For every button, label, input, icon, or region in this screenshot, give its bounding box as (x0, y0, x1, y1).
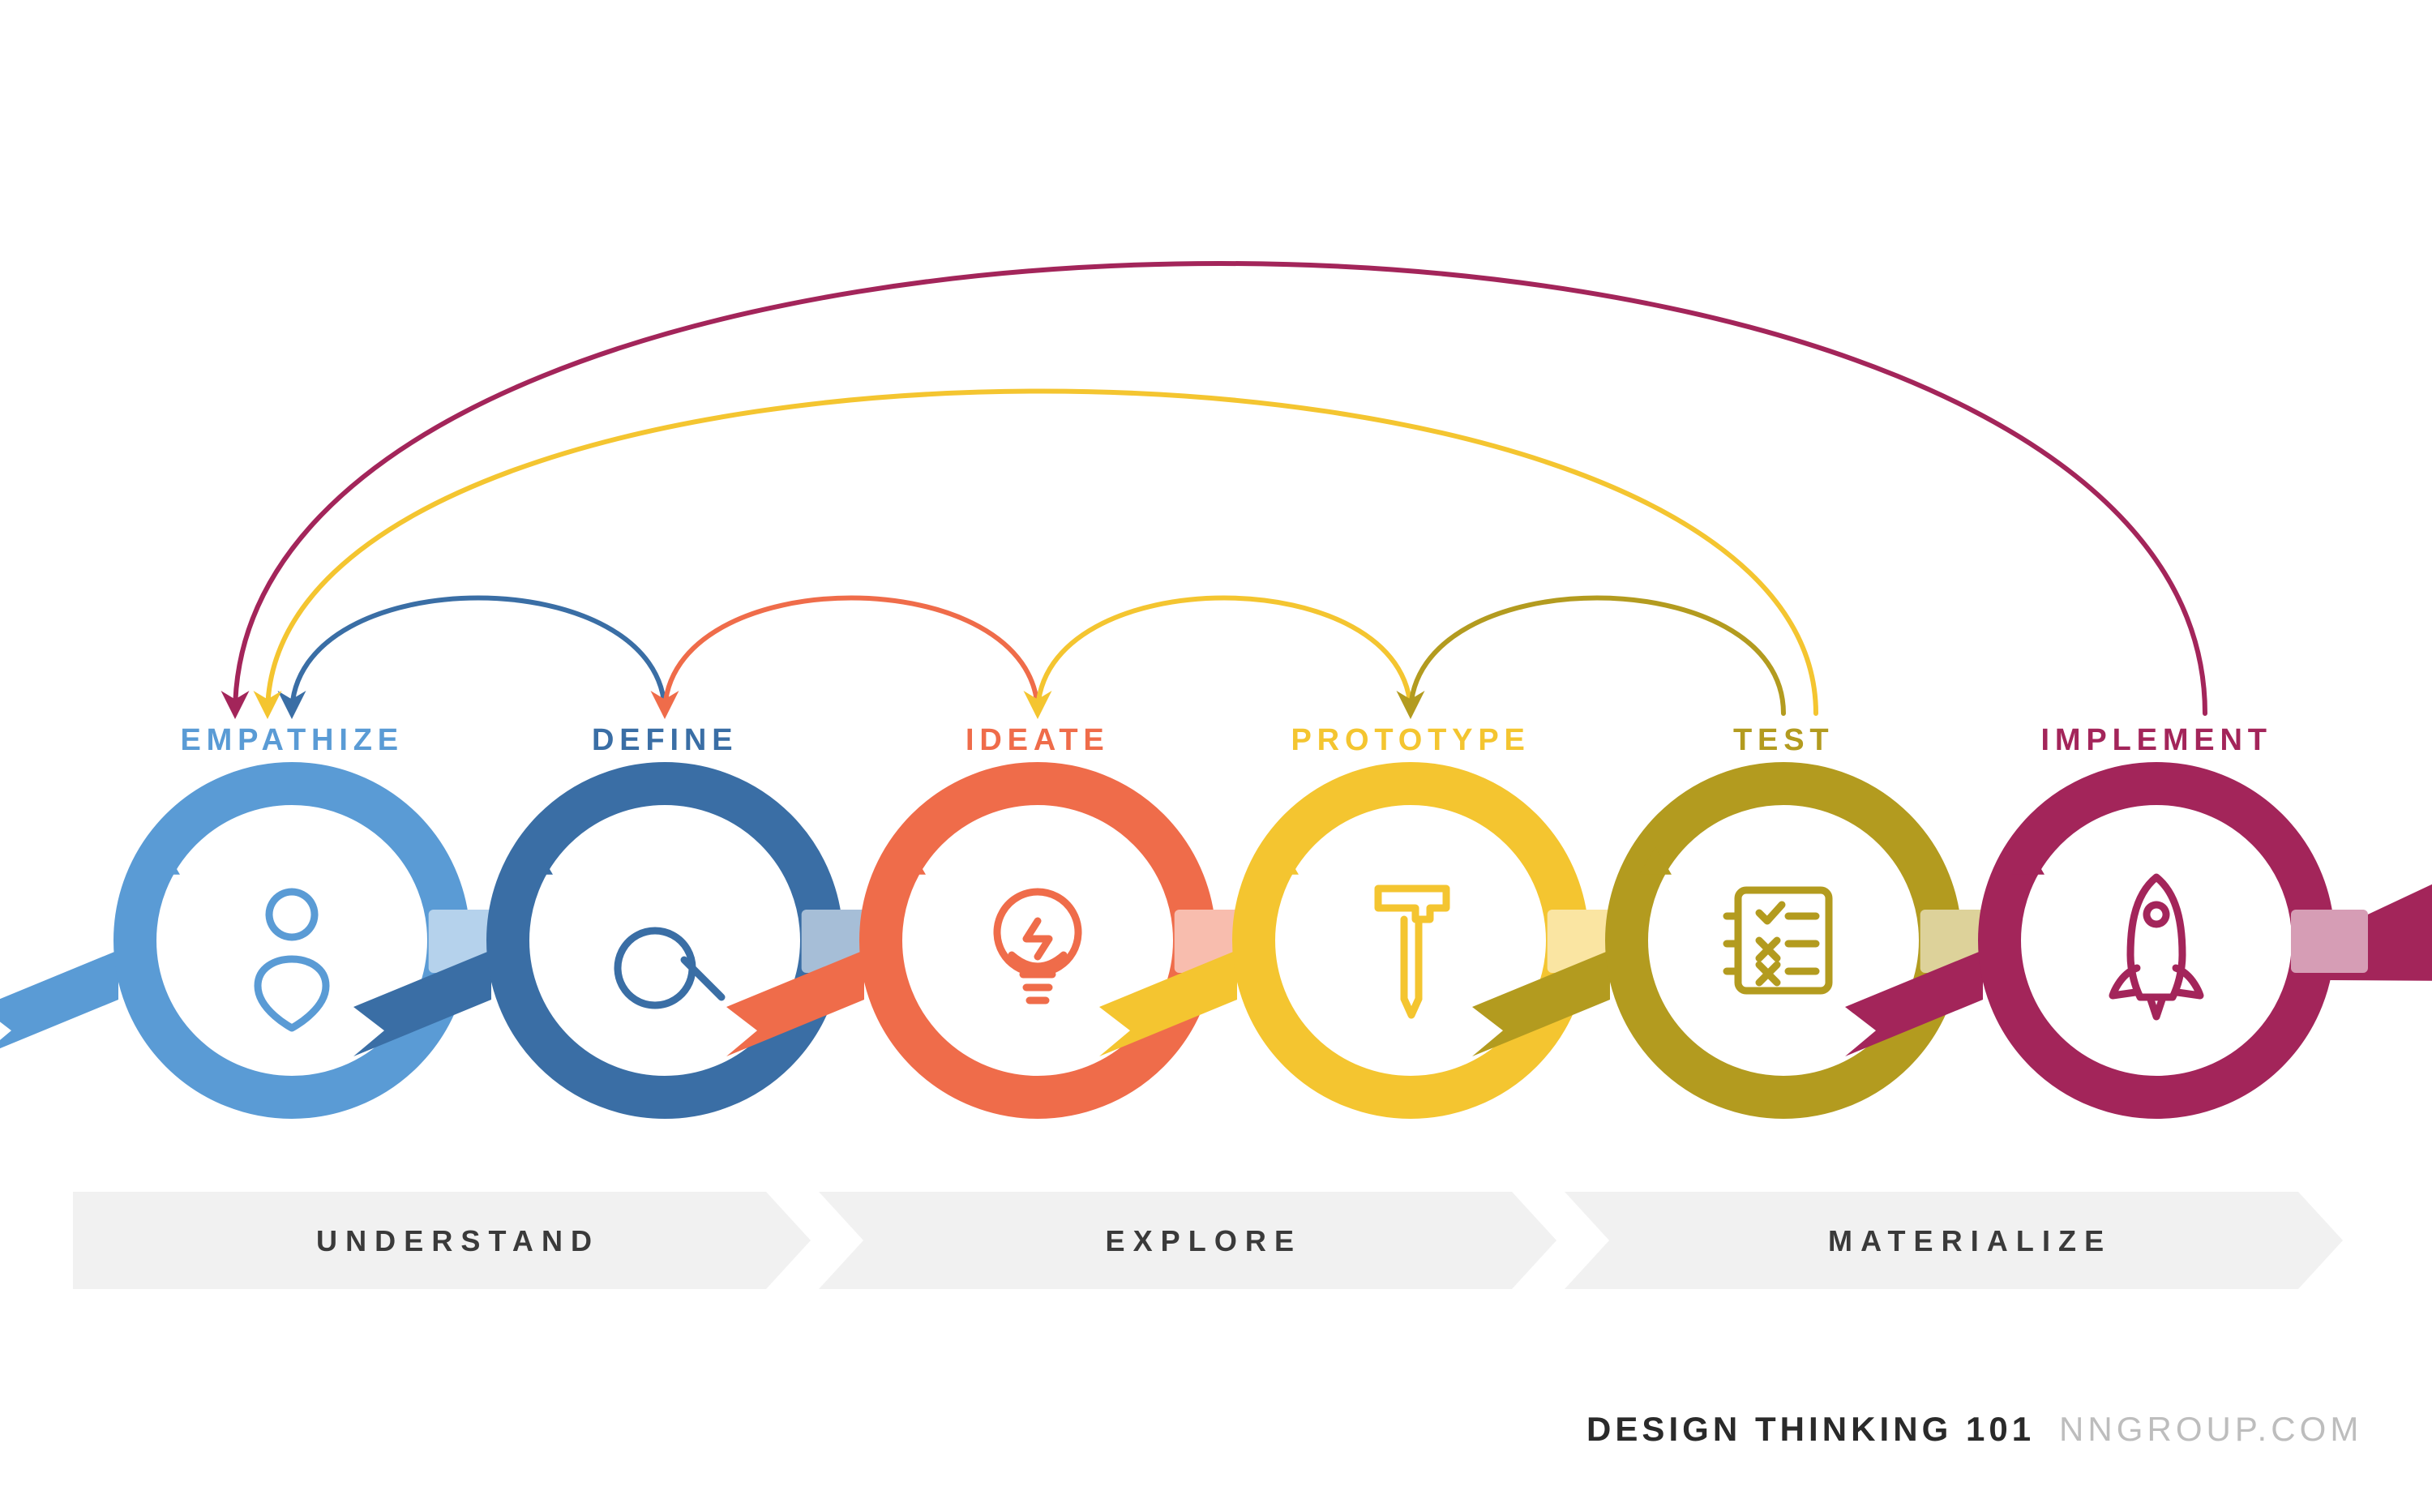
footer-title: DESIGN THINKING 101 (1586, 1410, 2035, 1449)
footer-source: NNGROUP.COM (2059, 1410, 2362, 1449)
stage-label-empathize: EMPATHIZE (181, 723, 404, 758)
feedback-arc (235, 263, 2205, 713)
lightbulb-icon (997, 892, 1078, 1000)
diagram-canvas: EMPATHIZE DEFINE IDEATE PROTOTYPE TEST IMPLEM… (0, 0, 2432, 1512)
stage-label-test: TEST (1733, 723, 1834, 758)
rocket-icon (2113, 877, 2200, 1017)
heart-person-icon (258, 892, 326, 1028)
feedback-arc (268, 392, 1816, 714)
hammer-pencil-icon (1378, 889, 1446, 1015)
stage-label-implement: IMPLEMENT (2041, 723, 2272, 758)
feedback-arc (1038, 598, 1411, 714)
magnifier-icon (618, 931, 721, 1005)
phase-label: EXPLORE (1106, 1224, 1303, 1258)
stage-label-prototype: PROTOTYPE (1291, 723, 1531, 758)
phase-label: MATERIALIZE (1828, 1224, 2112, 1258)
stage-empathize (0, 784, 506, 1098)
checklist-icon (1727, 890, 1829, 991)
stage-label-ideate: IDEATE (966, 723, 1110, 758)
feedback-arc (292, 598, 665, 714)
stage-label-define: DEFINE (592, 723, 738, 758)
feedback-arc (665, 598, 1038, 714)
phase-label: UNDERSTAND (316, 1224, 600, 1258)
feedback-arc (1411, 598, 1783, 714)
